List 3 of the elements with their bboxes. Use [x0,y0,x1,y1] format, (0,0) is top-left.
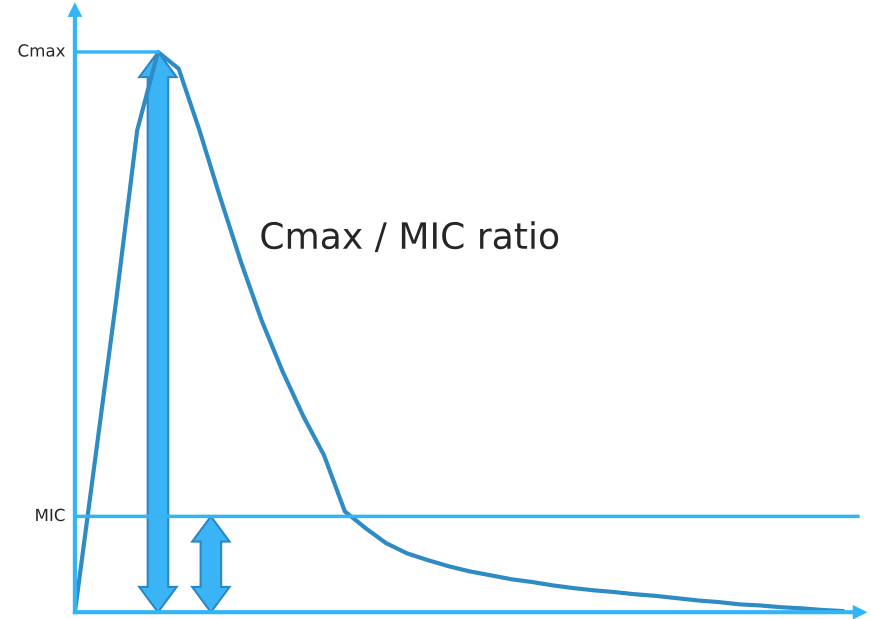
annotation: Cmax / MIC ratio [261,221,558,252]
ref-line-label: MIC [36,508,65,522]
ref-line-label: Cmax [18,44,65,57]
